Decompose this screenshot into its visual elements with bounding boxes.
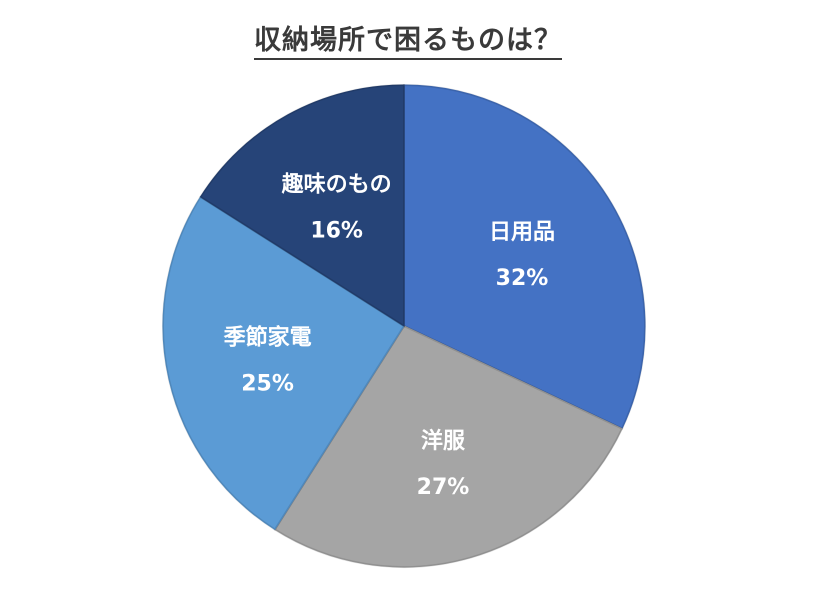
slice-label-4: 趣味のもの xyxy=(281,172,392,198)
pie-slice-edge-3 xyxy=(162,195,406,531)
pie-slice-3 xyxy=(162,196,405,531)
chart-title-text: 収納場所で困るものは？ xyxy=(254,25,562,60)
slice-label-1: 日用品 xyxy=(489,220,555,245)
slice-value-2: 27% xyxy=(417,475,470,500)
slice-label-3: 季節家電 xyxy=(224,324,312,350)
pie-slice-2 xyxy=(274,325,623,568)
slice-value-4: 16% xyxy=(310,219,363,244)
pie-slice-edge-2 xyxy=(273,324,624,568)
pie-slice-1 xyxy=(403,84,646,430)
slice-value-1: 32% xyxy=(496,266,549,291)
slice-value-3: 25% xyxy=(241,371,294,396)
slice-label-2: 洋服 xyxy=(421,428,466,454)
pie-slice-4 xyxy=(199,84,405,327)
pie-slice-edge-4 xyxy=(199,83,405,328)
pie-slice-edge-1 xyxy=(403,83,646,430)
chart-title: 収納場所で困るものは？ xyxy=(0,18,816,60)
